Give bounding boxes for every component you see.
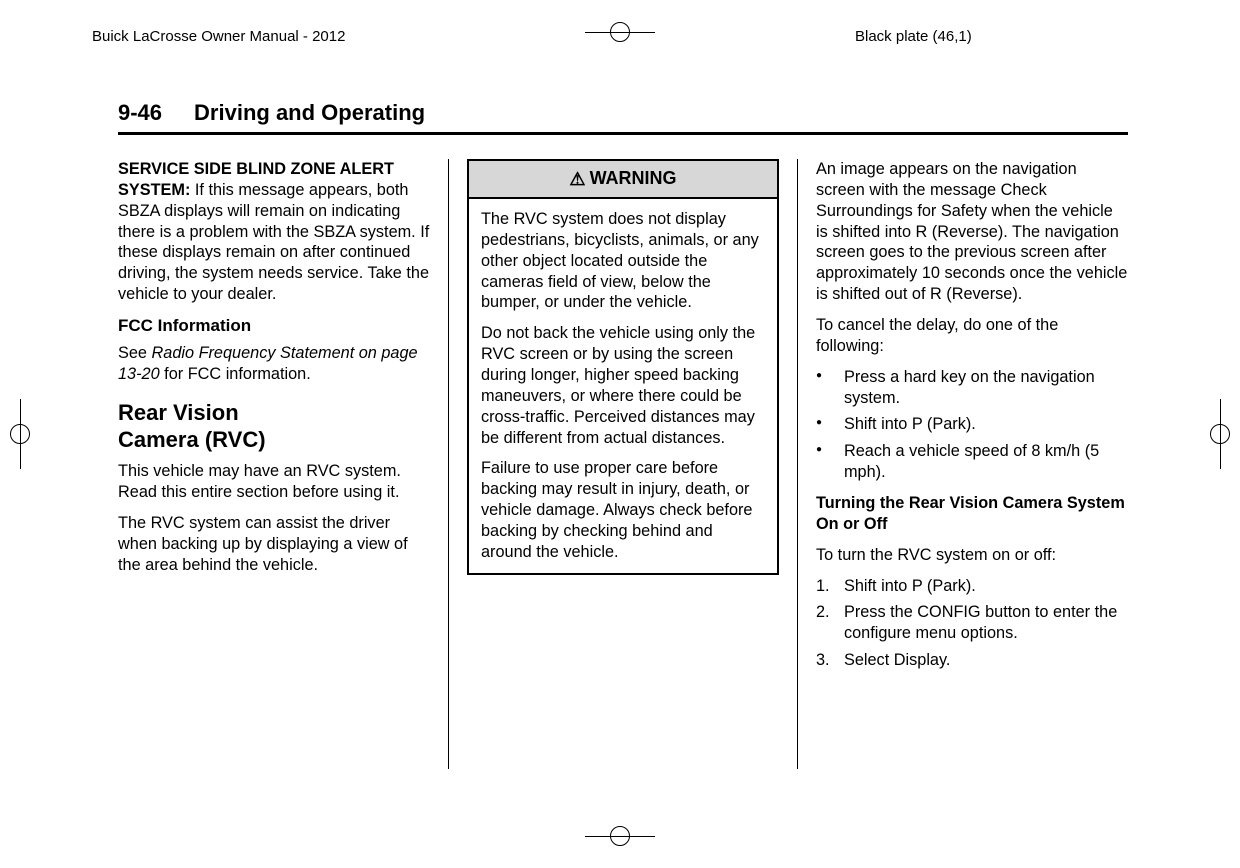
fcc-post: for FCC information. (160, 365, 311, 383)
doc-title: Buick LaCrosse Owner Manual - 2012 (92, 28, 345, 45)
page-header: 9-46 Driving and Operating (118, 100, 1128, 135)
warning-p1: The RVC system does not display pedestri… (481, 209, 765, 313)
column-3: An image appears on the navigation scree… (808, 159, 1128, 769)
rvc-heading-line1: Rear Vision (118, 400, 239, 425)
step-number: 3. (816, 650, 844, 671)
column-1: SERVICE SIDE BLIND ZONE ALERT SYSTEM: If… (118, 159, 438, 769)
bullet-text: Press a hard key on the navigation syste… (844, 367, 1128, 409)
bullet-icon: ● (816, 367, 844, 409)
bullet-icon: ● (816, 414, 844, 435)
rvc-heading: Rear Vision Camera (RVC) (118, 400, 430, 453)
turning-rvc-steps: 1.Shift into P (Park). 2.Press the CONFI… (816, 576, 1128, 671)
list-item: 2.Press the CONFIG button to enter the c… (816, 602, 1128, 644)
step-text: Press the CONFIG button to enter the con… (844, 602, 1128, 644)
fcc-paragraph: See Radio Frequency Statement on page 13… (118, 343, 430, 385)
crop-mark-right (1210, 399, 1230, 469)
columns: SERVICE SIDE BLIND ZONE ALERT SYSTEM: If… (118, 159, 1128, 769)
step-number: 2. (816, 602, 844, 644)
cancel-delay-intro: To cancel the delay, do one of the follo… (816, 315, 1128, 357)
step-text: Shift into P (Park). (844, 576, 1128, 597)
service-sbza-text: If this message appears, both SBZA displ… (118, 181, 429, 303)
fcc-heading: FCC Information (118, 315, 430, 337)
turning-rvc-intro: To turn the RVC system on or off: (816, 545, 1128, 566)
warning-p2: Do not back the vehicle using only the R… (481, 323, 765, 448)
warning-header: ⚠WARNING (469, 161, 777, 199)
warning-label: WARNING (590, 168, 677, 188)
list-item: 1.Shift into P (Park). (816, 576, 1128, 597)
rvc-intro-1: This vehicle may have an RVC system. Rea… (118, 461, 430, 503)
crop-mark-bottom (585, 826, 655, 846)
warning-box: ⚠WARNING The RVC system does not display… (467, 159, 779, 575)
warning-body: The RVC system does not display pedestri… (469, 199, 777, 573)
column-2: ⚠WARNING The RVC system does not display… (459, 159, 787, 769)
rvc-intro-2: The RVC system can assist the driver whe… (118, 513, 430, 576)
page-number: 9-46 (118, 100, 162, 125)
list-item: 3.Select Display. (816, 650, 1128, 671)
page-title: Driving and Operating (194, 100, 425, 125)
step-text: Select Display. (844, 650, 1128, 671)
turning-rvc-heading: Turning the Rear Vision Camera System On… (816, 493, 1128, 535)
column-divider-2 (797, 159, 798, 769)
warning-icon: ⚠ (569, 168, 585, 191)
list-item: ●Shift into P (Park). (816, 414, 1128, 435)
list-item: ●Reach a vehicle speed of 8 km/h (5 mph)… (816, 441, 1128, 483)
page-content: 9-46 Driving and Operating SERVICE SIDE B… (118, 100, 1128, 769)
cancel-delay-list: ●Press a hard key on the navigation syst… (816, 367, 1128, 483)
plate-label: Black plate (46,1) (855, 28, 972, 45)
fcc-pre: See (118, 344, 152, 362)
column-divider-1 (448, 159, 449, 769)
step-number: 1. (816, 576, 844, 597)
list-item: ●Press a hard key on the navigation syst… (816, 367, 1128, 409)
crop-mark-left (10, 399, 30, 469)
crop-mark-top (585, 22, 655, 42)
bullet-text: Shift into P (Park). (844, 414, 1128, 435)
bullet-text: Reach a vehicle speed of 8 km/h (5 mph). (844, 441, 1128, 483)
nav-image-paragraph: An image appears on the navigation scree… (816, 159, 1128, 305)
warning-p3: Failure to use proper care before backin… (481, 458, 765, 562)
rvc-heading-line2: Camera (RVC) (118, 427, 266, 452)
service-sbza-paragraph: SERVICE SIDE BLIND ZONE ALERT SYSTEM: If… (118, 159, 430, 305)
bullet-icon: ● (816, 441, 844, 483)
